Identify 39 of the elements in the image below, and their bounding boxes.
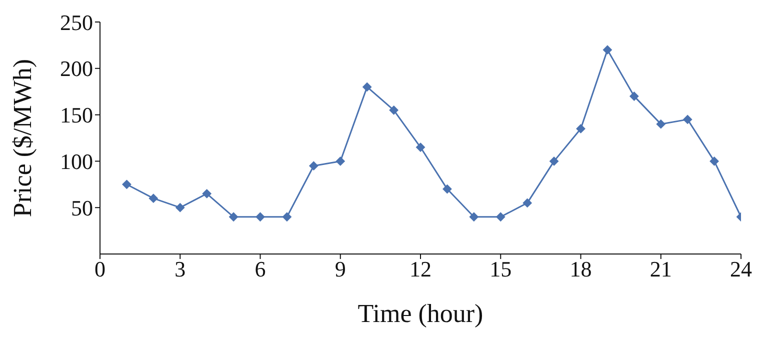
point: [656, 120, 666, 129]
point: [229, 212, 238, 222]
point: [710, 156, 719, 166]
y-tick-label: 150: [60, 102, 93, 128]
point: [122, 180, 132, 189]
point: [496, 212, 506, 222]
point: [282, 212, 292, 222]
point: [630, 92, 639, 101]
point: [256, 212, 265, 222]
point: [602, 45, 612, 54]
point: [176, 203, 185, 212]
x-axis-title: Time (hour): [358, 299, 484, 328]
point: [522, 198, 532, 208]
x-tick-label: 0: [94, 256, 106, 282]
point: [148, 194, 158, 203]
point: [389, 106, 398, 115]
x-tick-label: 12: [410, 256, 432, 282]
point: [202, 189, 212, 198]
x-tick-label: 21: [650, 256, 672, 282]
point: [442, 184, 452, 194]
x-tick-label: 24: [730, 256, 752, 282]
y-tick-label: 100: [60, 149, 93, 174]
y-tick-label: 50: [71, 195, 93, 220]
x-tick-label: 15: [490, 256, 512, 282]
point: [362, 82, 372, 92]
point: [550, 156, 559, 166]
y-tick-label: 200: [60, 56, 93, 82]
y-axis-title: Price ($/MWh): [8, 58, 38, 218]
point: [416, 142, 425, 152]
point: [576, 124, 586, 134]
point: [336, 156, 345, 166]
x-tick-label: 9: [334, 256, 346, 282]
x-tick-label: 3: [174, 256, 186, 282]
x-tick-label: 18: [570, 256, 592, 282]
y-tick-label: 250: [60, 10, 93, 35]
x-tick-label: 6: [254, 256, 266, 282]
point: [469, 212, 478, 222]
point: [309, 161, 318, 170]
point: [683, 114, 692, 124]
